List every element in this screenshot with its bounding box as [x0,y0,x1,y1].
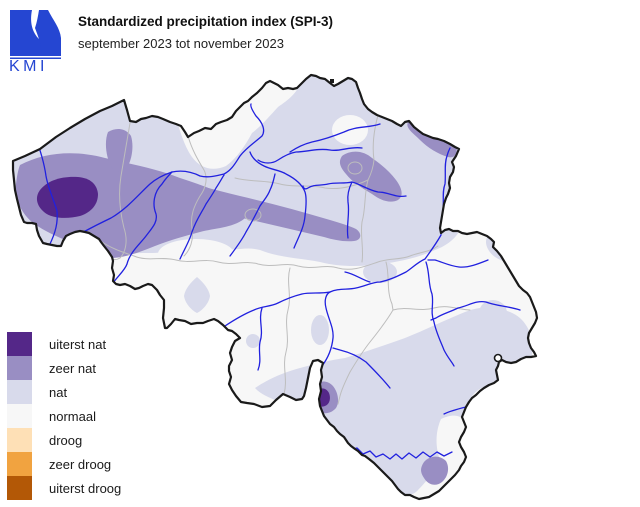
legend-label-zeer-droog: zeer droog [49,456,112,472]
river-demer [302,181,407,198]
region-zeernat-hasselt [339,151,402,202]
legend-row-uiterst-droog: uiterst droog [7,476,121,500]
river-gete [346,181,353,239]
page-subtitle: september 2023 tot november 2023 [78,36,284,52]
river-lesse [332,347,391,389]
province-line [360,179,369,263]
legend-label-zeer-nat: zeer nat [49,360,96,376]
province-line [183,135,207,257]
region-nat-patch-meuse [311,315,329,345]
legend-row-normaal: normaal [7,404,121,428]
kmi-logo-rule [10,57,61,59]
kmi-logo-mark: KMI [9,10,61,72]
legend-label-uiterst-droog: uiterst droog [49,480,122,496]
river-yser [35,137,58,247]
river-meuse [321,234,442,367]
province-line [98,239,439,270]
legend-row-droog: droog [7,428,121,452]
region-zeernat-eeklo-finger [105,128,133,172]
river-dijle [249,151,307,249]
province-line [385,261,394,311]
river-schelde-lower [171,103,265,178]
page-title: Standardized precipitation index (SPI-3) [78,14,334,29]
enclave-baarle-dot [330,79,334,83]
legend-swatch-zeer-droog [7,452,32,476]
river-zenne [229,173,276,257]
spi-legend: uiterst nat zeer nat nat normaal droog z… [7,332,121,500]
province-line [281,267,291,403]
river-sambre [224,291,331,327]
region-normaal-halle [158,239,234,269]
legend-swatch-uiterst-droog [7,476,32,500]
legend-row-zeer-droog: zeer droog [7,452,121,476]
legend-swatch-zeer-nat [7,356,32,380]
region-nat-patch-huy [363,261,397,283]
legend-swatch-droog [7,428,32,452]
region-nat-south-band [255,307,533,495]
region-zeernat-central-band [144,172,361,242]
river-ambleve [430,300,521,321]
region-nat-patch-philippeville [246,334,260,348]
country-outline-belgium [11,73,539,501]
kmi-logo-left-shape [10,10,45,56]
river-kleine-nete [289,123,381,153]
region-uiterstnat-westvlaanderen [36,176,98,218]
legend-row-zeer-nat: zeer nat [7,356,121,380]
province-line [367,114,379,181]
legend-label-droog: droog [49,432,83,448]
legend-label-uiterst-nat: uiterst nat [49,336,107,352]
kmi-logo-text: KMI [9,58,48,72]
legend-swatch-uiterst-nat [7,332,32,356]
header: Standardized precipitation index (SPI-3)… [78,14,333,52]
province-ring-diest [347,161,363,175]
legend-label-nat: nat [49,384,68,400]
legend-label-normaal: normaal [49,408,96,424]
region-nat-patch-chimay [184,277,210,313]
region-normaal-nivelles [222,251,270,273]
kmi-logo: KMI [9,10,61,72]
province-line [392,306,471,311]
river-eau-dheure [257,307,263,371]
region-nat-patch-stvith [479,300,507,326]
river-ourthe [425,261,455,367]
enclave-vennbahn-circle [493,353,503,363]
region-zeernat-virton [421,456,449,485]
river-mehaigne [344,271,371,283]
legend-swatch-normaal [7,404,32,428]
river-vesdre [427,259,489,268]
province-ring-brussels [244,208,262,222]
river-schelde-upper [112,171,173,284]
legend-row-uiterst-nat: uiterst nat [7,332,121,356]
legend-row-nat: nat [7,380,121,404]
region-normaal-arlon [436,415,470,468]
river-dender [179,174,225,260]
province-line [337,309,394,405]
river-grote-nete [257,146,363,164]
kmi-logo-right-shape [35,10,61,56]
legend-swatch-nat [7,380,32,404]
